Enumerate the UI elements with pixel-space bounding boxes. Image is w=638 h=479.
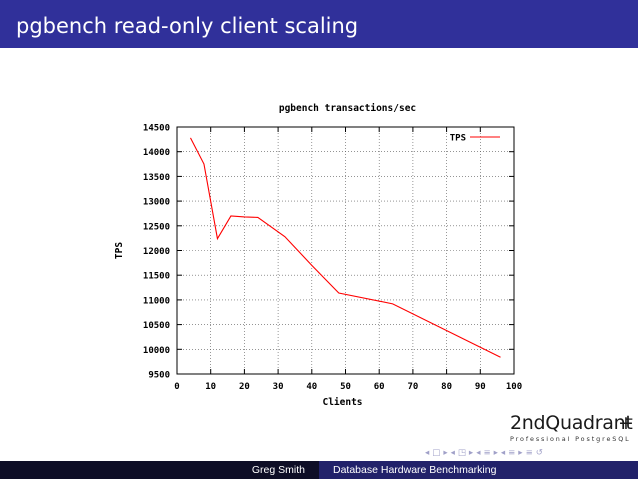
y-tick-label: 13500: [143, 173, 170, 183]
tps-line-chart: 0 10 20 30 40 50 60 70 80 90 100 9500 10000 10500 1100…: [114, 103, 522, 408]
chart-title: pgbench transactions/sec: [279, 103, 416, 114]
x-tick-label: 80: [441, 382, 452, 392]
x-tick-label: 60: [374, 382, 385, 392]
nav-glyph-icon[interactable]: ↺: [535, 448, 543, 458]
logo-plus-icon: +: [618, 412, 634, 434]
footer-author: Greg Smith: [251, 464, 305, 476]
logo-tagline: Professional PostgreSQL: [510, 435, 631, 443]
footer: Greg Smith Database Hardware Benchmarkin…: [0, 461, 638, 479]
nav-glyph-icon[interactable]: ◳: [457, 448, 466, 458]
company-logo: 2ndQuadrant + Professional PostgreSQL: [510, 412, 634, 448]
x-tick-label: 100: [506, 382, 522, 392]
nav-glyph-icon[interactable]: ◂: [425, 448, 430, 458]
x-tick-label: 30: [273, 382, 284, 392]
slide-title-bar: pgbench read-only client scaling: [0, 0, 638, 48]
nav-glyph-icon[interactable]: ≡: [483, 448, 491, 458]
x-axis-label: Clients: [322, 397, 362, 408]
x-tick-label: 40: [306, 382, 317, 392]
x-tick-label: 10: [205, 382, 216, 392]
nav-glyph-icon[interactable]: ◂: [476, 448, 481, 458]
footer-talk-panel: Database Hardware Benchmarking: [319, 461, 638, 479]
logo-name: 2ndQuadrant: [510, 412, 633, 434]
nav-glyph-icon[interactable]: ▸: [468, 448, 474, 458]
nav-glyph-icon[interactable]: ≡: [525, 448, 533, 458]
y-tick-label: 12000: [143, 247, 170, 257]
nav-glyph-icon[interactable]: ≡: [508, 448, 516, 458]
y-tick-label: 10500: [143, 321, 170, 331]
nav-glyph-icon[interactable]: ▸: [493, 448, 498, 458]
x-tick-label: 90: [475, 382, 486, 392]
x-tick-label: 20: [239, 382, 250, 392]
nav-glyph-icon[interactable]: ◂: [450, 448, 455, 458]
nav-glyph-icon[interactable]: □: [432, 448, 441, 458]
y-tick-label: 13000: [143, 198, 170, 208]
y-tick-label: 10000: [143, 346, 170, 356]
slide-title: pgbench read-only client scaling: [16, 14, 359, 38]
y-tick-label: 14500: [143, 124, 170, 134]
y-tick-label: 11000: [143, 296, 170, 306]
series-line-tps: [189, 137, 501, 358]
legend-label: TPS: [450, 134, 466, 144]
y-tick-label: 12500: [143, 222, 170, 232]
nav-glyph-icon[interactable]: ▸: [518, 448, 523, 458]
nav-glyph-icon[interactable]: ▸: [443, 448, 448, 458]
y-tick-label: 9500: [148, 371, 170, 381]
x-tick-label: 0: [174, 382, 179, 392]
y-tick-label: 14000: [143, 148, 170, 158]
footer-author-panel: Greg Smith: [0, 461, 319, 479]
y-tick-label: 11500: [143, 272, 170, 282]
y-axis-label: TPS: [114, 242, 125, 259]
footer-talk-title: Database Hardware Benchmarking: [333, 464, 497, 476]
x-tick-label: 50: [340, 382, 351, 392]
nav-glyph-icon[interactable]: ◂: [500, 448, 506, 458]
beamer-navigation[interactable]: ◂ □ ▸ ◂ ◳ ▸ ◂ ≡ ▸ ◂ ≡ ▸ ≡ ↺: [425, 448, 546, 458]
x-tick-label: 70: [407, 382, 418, 392]
